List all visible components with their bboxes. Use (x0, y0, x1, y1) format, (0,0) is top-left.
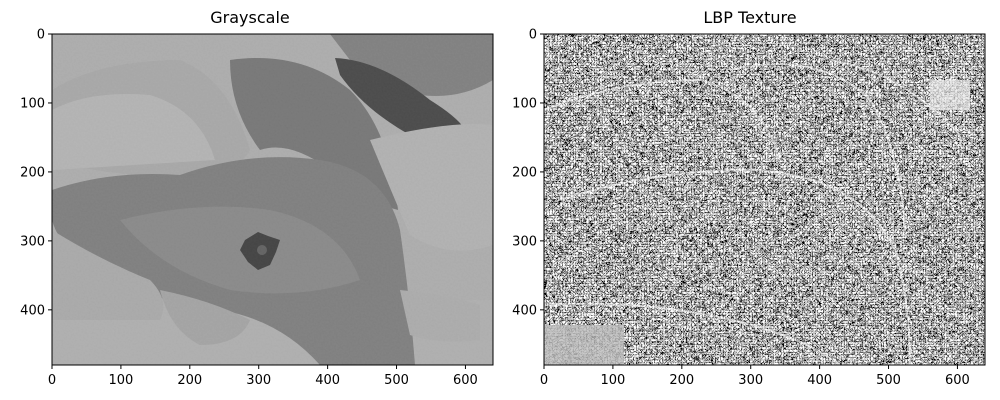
lbp-plot: 0 100 200 300 400 500 600 0 100 200 300 400 (512, 28, 986, 389)
lbp-ytick-label: 300 (512, 234, 537, 249)
grayscale-axes-frame (51, 33, 494, 366)
grayscale-ytick-label: 300 (20, 234, 45, 249)
grayscale-ytick-label: 200 (20, 165, 45, 180)
lbp-ticks: 0 100 200 300 400 500 600 0 100 200 300 400 (512, 28, 970, 389)
lbp-xtick-label: 400 (807, 373, 832, 388)
lbp-xtick-label: 300 (738, 373, 763, 388)
lbp-panel: LBP Texture (500, 0, 1000, 400)
grayscale-xtick-label: 200 (177, 373, 202, 388)
lbp-image (544, 34, 985, 365)
lbp-xtick-label: 100 (600, 373, 625, 388)
grayscale-ytick-label: 400 (20, 303, 45, 318)
grayscale-image (52, 34, 493, 365)
grayscale-xtick-label: 0 (48, 373, 56, 388)
lbp-xtick-label: 0 (540, 373, 548, 388)
grayscale-ytick-label: 0 (37, 28, 45, 43)
lbp-axes-frame (543, 33, 986, 366)
lbp-ytick-label: 200 (512, 165, 537, 180)
lbp-xtick-label: 600 (945, 373, 970, 388)
lbp-xtick-label: 200 (669, 373, 694, 388)
grayscale-xtick-label: 300 (246, 373, 271, 388)
grayscale-ytick-label: 100 (20, 96, 45, 111)
lbp-title: LBP Texture (703, 8, 797, 27)
grayscale-xtick-label: 500 (384, 373, 409, 388)
lbp-ytick-label: 400 (512, 303, 537, 318)
lbp-xtick-label: 500 (876, 373, 901, 388)
grayscale-xtick-label: 600 (453, 373, 478, 388)
grayscale-xtick-label: 400 (315, 373, 340, 388)
grayscale-xtick-label: 100 (108, 373, 133, 388)
grayscale-plot: 0 100 200 300 400 500 600 0 100 200 300 400 (20, 28, 494, 389)
lbp-ytick-label: 0 (529, 28, 537, 43)
lbp-ytick-label: 100 (512, 96, 537, 111)
grayscale-ticks: 0 100 200 300 400 500 600 0 100 200 300 400 (20, 28, 478, 389)
grayscale-title: Grayscale (210, 8, 290, 27)
grayscale-panel: Grayscale (20, 8, 494, 389)
